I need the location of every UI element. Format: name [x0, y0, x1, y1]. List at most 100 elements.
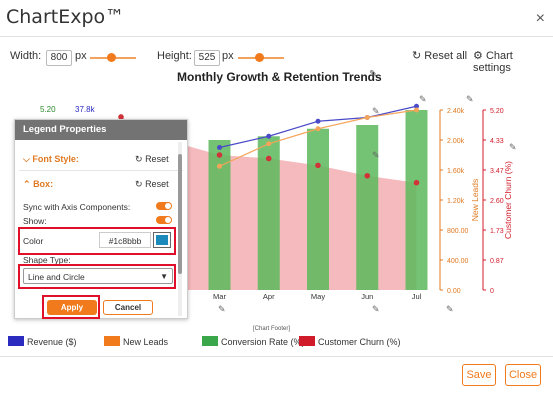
font-style-reset-label: Reset — [145, 154, 169, 164]
chevron-down-icon: ▼ — [160, 272, 168, 281]
churn-tick-label: 0 — [490, 288, 494, 295]
churn-point — [364, 172, 371, 179]
left-marker-revenue: 37.8k — [75, 105, 95, 114]
edit-title-pencil-icon[interactable]: ✎ — [369, 69, 378, 80]
height-slider-knob[interactable] — [254, 53, 264, 62]
legend-label-conversion: Conversion Rate (%) — [221, 337, 305, 347]
close-button[interactable]: Close — [505, 364, 541, 386]
height-label: Height: — [157, 50, 192, 62]
series-point — [266, 133, 272, 139]
left-marker-churn: 5.20 — [40, 105, 56, 114]
settings-sliders-icon: ⚙ — [473, 50, 483, 62]
series-point — [266, 141, 272, 147]
panel-scrollbar-thumb[interactable] — [178, 154, 182, 274]
close-icon[interactable]: × — [535, 10, 545, 27]
x-tick-label: May — [311, 292, 325, 301]
series-point — [315, 126, 321, 132]
x-tick-label: Apr — [263, 292, 275, 301]
height-input[interactable]: 525 — [194, 50, 220, 66]
churn-point — [216, 152, 223, 158]
series-point — [217, 145, 222, 150]
app-brand: ChartExpo™ — [6, 6, 125, 28]
panel-scrollbar[interactable] — [178, 142, 182, 316]
height-unit: px — [222, 50, 234, 62]
color-swatch-fill — [156, 235, 168, 245]
width-slider-knob[interactable] — [106, 53, 116, 62]
churn-axis-title: Customer Churn (%) — [503, 161, 513, 239]
series-point — [315, 118, 321, 124]
leads-axis-title: New Leads — [470, 179, 480, 222]
leads-tick-label: 1.60k — [447, 168, 465, 175]
chart-footer[interactable]: [Chart Footer] — [253, 326, 291, 332]
conversion-bar — [257, 136, 280, 290]
churn-tick-label: 0.87 — [490, 258, 504, 265]
conversion-bar — [307, 128, 329, 290]
color-hex-input[interactable]: #1c8bbb — [99, 232, 151, 248]
color-highlight-box — [18, 227, 176, 255]
shape-type-value: Line and Circle — [28, 272, 85, 282]
font-style-section[interactable]: ⌵ Font Style: — [23, 154, 79, 165]
legend-label-churn: Customer Churn (%) — [318, 337, 401, 347]
footer-divider — [0, 356, 553, 357]
chart-title[interactable]: Monthly Growth & Retention Trends — [177, 70, 382, 84]
legend-properties-panel: Legend Properties ⌵ Font Style: ↻ Reset … — [14, 119, 188, 319]
show-label: Show: — [23, 216, 47, 226]
chart-settings-button[interactable]: ⚙ Chart settings — [473, 49, 553, 74]
chevron-down-icon: ⌵ — [23, 154, 30, 164]
box-reset-button[interactable]: ↻ Reset — [135, 179, 169, 190]
box-label: Box: — [33, 179, 54, 189]
cancel-button[interactable]: Cancel — [103, 300, 153, 315]
series-point — [364, 115, 370, 120]
reset-all-label: Reset all — [424, 50, 468, 62]
legend-swatch-conversion — [202, 336, 218, 346]
shape-type-label: Shape Type: — [23, 255, 71, 265]
edit-pencil-icon: ✎ — [466, 94, 474, 104]
shape-type-select[interactable]: Line and Circle ▼ — [23, 268, 173, 284]
churn-tick-label: 5.20 — [490, 108, 504, 115]
reset-icon: ↻ — [135, 154, 143, 164]
edit-pencil-icon: ✎ — [218, 304, 226, 314]
edit-pencil-icon: ✎ — [509, 142, 517, 152]
legend-swatch-revenue — [8, 336, 24, 346]
leads-tick-label: 400.00 — [447, 258, 469, 265]
leads-tick-label: 2.40k — [447, 108, 465, 115]
edit-pencil-icon: ✎ — [419, 94, 427, 104]
leads-tick-label: 0.00 — [447, 288, 461, 295]
edit-pencil-icon: ✎ — [372, 150, 380, 160]
churn-tick-label: 3.47 — [490, 168, 504, 175]
show-toggle[interactable] — [156, 216, 172, 224]
churn-point — [413, 179, 420, 186]
edit-pencil-icon: ✎ — [372, 304, 380, 314]
chevron-up-icon: ⌃ — [23, 179, 31, 189]
font-style-reset-button[interactable]: ↻ Reset — [135, 154, 169, 165]
reset-all-button[interactable]: ↻ Reset all — [412, 49, 467, 62]
churn-point — [118, 114, 124, 120]
width-unit: px — [75, 50, 87, 62]
color-swatch-button[interactable] — [153, 232, 171, 248]
leads-tick-label: 1.20k — [447, 198, 465, 205]
x-tick-label: Mar — [213, 292, 226, 301]
chart-settings-label: Chart settings — [473, 50, 513, 74]
edit-pencil-icon: ✎ — [446, 304, 454, 314]
x-tick-label: Jul — [412, 292, 422, 301]
conversion-bar — [405, 110, 428, 290]
legend-label-revenue: Revenue ($) — [27, 337, 77, 347]
leads-tick-label: 2.00k — [447, 138, 465, 145]
conversion-bar — [208, 140, 231, 290]
churn-tick-label: 1.73 — [490, 228, 504, 235]
series-point — [414, 107, 419, 113]
width-input[interactable]: 800 — [46, 50, 72, 66]
sync-axis-toggle[interactable] — [156, 202, 172, 210]
legend-label-new-leads: New Leads — [123, 337, 169, 347]
color-label: Color — [23, 236, 44, 246]
reset-icon: ↻ — [135, 179, 143, 189]
legend-swatch-churn — [299, 336, 315, 346]
box-section[interactable]: ⌃ Box: — [23, 179, 53, 190]
series-point — [414, 103, 419, 109]
panel-title: Legend Properties — [15, 120, 187, 140]
save-button[interactable]: Save — [462, 364, 496, 386]
font-style-label: Font Style: — [32, 154, 79, 164]
apply-button[interactable]: Apply — [47, 300, 97, 315]
sync-axis-label: Sync with Axis Components: — [23, 202, 131, 212]
